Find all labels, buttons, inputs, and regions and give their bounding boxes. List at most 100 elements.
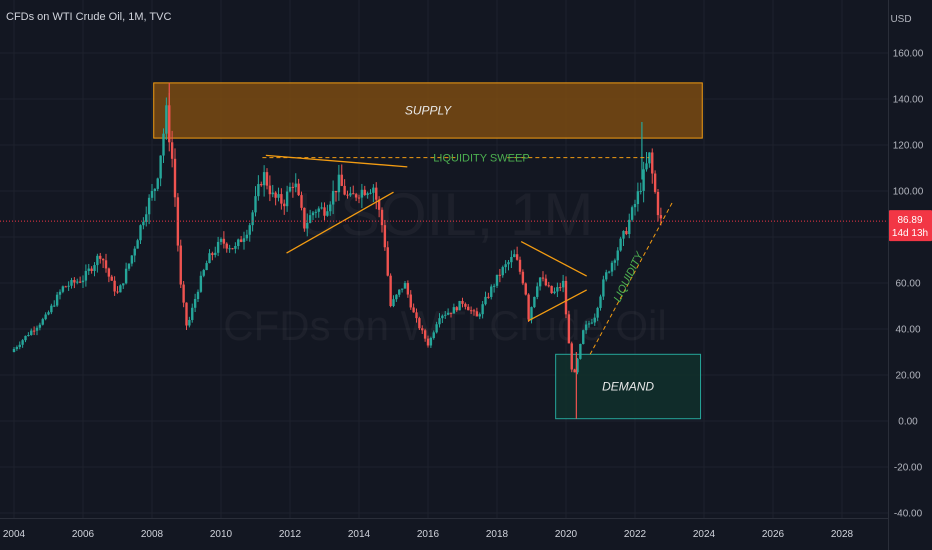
candle [409, 294, 412, 308]
candle [630, 207, 634, 220]
candle [372, 187, 375, 193]
candle [234, 245, 237, 249]
price-axis[interactable]: 160.00140.00120.00100.0080.0060.0040.002… [893, 49, 924, 520]
candle [559, 287, 562, 289]
candle [645, 163, 648, 170]
candle [406, 283, 410, 295]
candle [550, 285, 553, 294]
candle [590, 322, 594, 324]
candle [653, 173, 657, 192]
candle [536, 286, 539, 297]
candle [472, 310, 476, 312]
candle [139, 225, 142, 241]
candle [147, 197, 151, 215]
candle [280, 194, 283, 204]
time-tick-label: 2026 [762, 529, 785, 540]
candle [311, 212, 315, 216]
wedge-lower-trendline[interactable] [527, 289, 588, 322]
demand-zone[interactable] [555, 353, 702, 420]
candle [524, 283, 527, 295]
candle [337, 174, 341, 193]
candle [487, 296, 490, 298]
candle [308, 215, 312, 223]
candle [156, 178, 159, 189]
candle [268, 185, 272, 195]
candle [553, 291, 556, 294]
candle [58, 291, 62, 295]
candle [561, 280, 565, 288]
candle [285, 191, 289, 207]
liquidity-trendline[interactable] [589, 201, 674, 355]
candle [248, 225, 251, 235]
triangle-upper-trendline[interactable] [265, 154, 408, 168]
candle [449, 312, 453, 314]
time-tick-label: 2018 [486, 529, 509, 540]
price-tick-label: 40.00 [895, 325, 920, 336]
candle [133, 248, 136, 256]
time-axis[interactable]: 2004 2006 2008 2010 2012 2014 2016 2018 2020 2022… [3, 529, 854, 540]
candle [193, 299, 197, 308]
candle [418, 318, 421, 329]
candle [38, 324, 42, 328]
candle [628, 219, 631, 235]
candle [441, 315, 444, 319]
candle [510, 256, 513, 263]
triangle-lower-trendline[interactable] [286, 191, 394, 254]
candle [599, 296, 602, 308]
candle [122, 283, 125, 286]
candle [398, 289, 401, 295]
time-tick-label: 2028 [831, 529, 854, 540]
candle [323, 207, 326, 216]
candle [478, 314, 481, 317]
candle [93, 265, 96, 272]
price-tick-label: 160.00 [893, 49, 924, 60]
candle [395, 294, 398, 300]
time-tick-label: 2014 [348, 529, 371, 540]
candle [81, 280, 85, 283]
candle [84, 270, 88, 281]
candle [265, 172, 269, 186]
time-tick-label: 2022 [624, 529, 647, 540]
candle [375, 187, 378, 200]
candle [214, 252, 217, 255]
candle [70, 280, 73, 286]
candle [648, 152, 651, 164]
candle [288, 186, 292, 192]
candle [515, 254, 519, 260]
supply-zone[interactable] [153, 82, 703, 139]
supply-label: SUPPLY [405, 104, 452, 118]
time-tick-label: 2006 [72, 529, 95, 540]
candle [208, 253, 211, 264]
bar-countdown: 14d 13h [892, 228, 928, 239]
candle [651, 152, 654, 174]
candle [504, 264, 507, 268]
demand-label: DEMAND [602, 380, 654, 394]
candle [613, 260, 617, 263]
wedge-upper-trendline[interactable] [520, 241, 588, 277]
candle [360, 189, 364, 198]
grid-lines [0, 0, 889, 550]
candle [225, 243, 228, 249]
candle [616, 250, 619, 261]
candle [438, 318, 441, 325]
candle [584, 324, 588, 331]
candle [24, 335, 27, 341]
candle [53, 305, 56, 307]
candle [605, 272, 608, 280]
candle [242, 238, 246, 242]
candle [533, 296, 536, 308]
candle [110, 276, 113, 281]
candle [127, 263, 131, 269]
candle [507, 262, 510, 265]
candle [277, 194, 280, 198]
candle [334, 190, 338, 193]
candle [366, 193, 369, 195]
candle [297, 183, 300, 196]
last-price-tag: 86.89 14d 13h [889, 210, 932, 242]
candle [90, 268, 93, 272]
candle [41, 319, 44, 325]
candle [179, 245, 182, 285]
candle [165, 105, 168, 134]
